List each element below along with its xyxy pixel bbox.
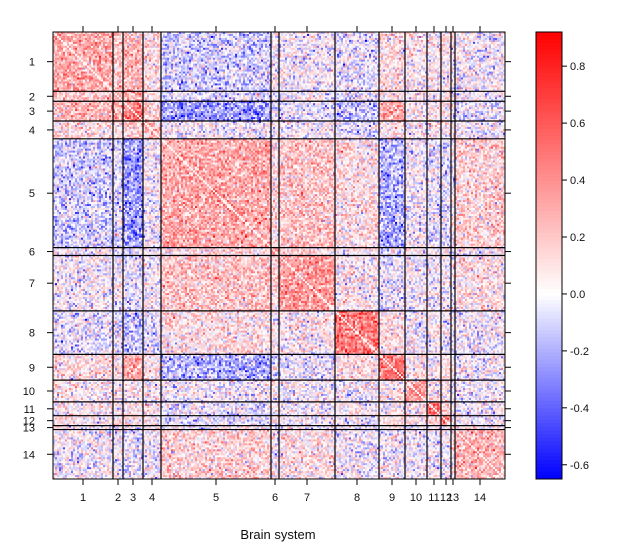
correlation-heatmap-chart: 1 2 3 4 5 6 7 8 9 10 11 1213 14 1234567891011121314 …	[0, 0, 624, 552]
